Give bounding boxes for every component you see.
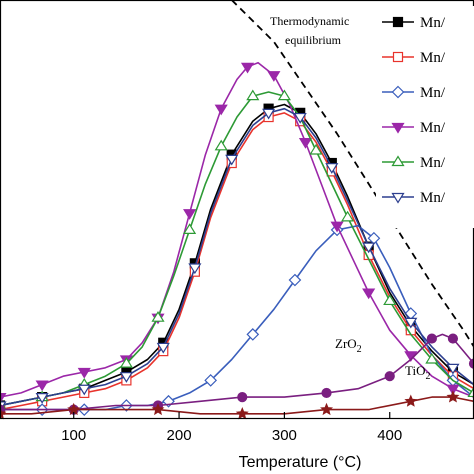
- series-5-point: [119, 372, 133, 383]
- series-7-point: [404, 394, 418, 407]
- plot-area: [0, 0, 474, 420]
- series-6-point: [447, 333, 459, 344]
- legend-label: Mn/: [420, 15, 446, 31]
- annotation-layer: Thermodynamic equilibrium ZrO2 TiO2: [270, 14, 430, 382]
- series-5-point: [225, 154, 239, 166]
- series-7-line: [0, 396, 474, 415]
- legend-marker: [391, 85, 405, 99]
- series-2-point: [204, 374, 218, 387]
- series-2-point: [246, 328, 260, 341]
- series-5-point: [35, 393, 49, 404]
- series-3-point: [214, 104, 228, 116]
- equilibrium-label-line2: equilibrium: [285, 33, 342, 47]
- series-7-point: [151, 402, 165, 416]
- legend-entry: Mn/: [382, 155, 446, 171]
- tio2-label-base: TiO: [405, 363, 425, 378]
- series-5-point: [293, 112, 307, 124]
- series-3-point: [240, 62, 255, 74]
- series-4-point: [277, 89, 291, 101]
- series-5-point: [404, 317, 418, 329]
- series-8-line: [231, 0, 474, 348]
- series-5-point: [446, 363, 460, 375]
- tio2-label-sub: 2: [425, 371, 430, 382]
- series-3-line: [0, 61, 474, 398]
- series-3-point: [298, 138, 313, 149]
- series-4-point: [341, 210, 355, 222]
- series-5-point: [77, 384, 91, 396]
- series-3-point: [362, 288, 376, 300]
- x-tick-label: 200: [167, 427, 192, 444]
- legend-entry: Mn/: [382, 120, 446, 136]
- series-4-point: [309, 143, 323, 155]
- series-4-point: [246, 89, 260, 101]
- series-3-point: [77, 367, 91, 379]
- legend-marker: [391, 155, 405, 167]
- legend-entry: Mn/: [382, 15, 446, 31]
- series-5-point: [362, 242, 376, 254]
- tio2-label: TiO2: [405, 363, 430, 382]
- x-tick-label: 100: [61, 427, 86, 444]
- series-6-point: [321, 387, 332, 399]
- series-7-point: [446, 390, 460, 403]
- x-axis-label: Temperature (°C): [239, 454, 362, 471]
- legend-label: Mn/: [420, 155, 446, 171]
- legend-background: [376, 6, 474, 228]
- legend-label: Mn/: [420, 190, 446, 206]
- series-7-point: [0, 407, 7, 420]
- axes-layer: 100 200 300 400: [0, 0, 474, 444]
- x-tick-label: 400: [377, 427, 402, 444]
- series-3-point: [0, 393, 7, 404]
- legend-marker: [391, 122, 405, 134]
- series-2: [0, 223, 474, 416]
- legend: Mn/Mn/Mn/Mn/Mn/Mn/: [376, 6, 474, 228]
- series-4-point: [151, 311, 165, 322]
- series-3-point: [267, 71, 281, 82]
- zro2-label-sub: 2: [357, 344, 362, 355]
- series-6-point: [426, 333, 437, 344]
- series-4-point: [183, 223, 197, 234]
- legend-marker: [391, 192, 405, 204]
- zro2-label: ZrO2: [335, 336, 362, 355]
- series-7-point: [235, 406, 249, 420]
- legend-marker: [392, 16, 404, 28]
- series-7: [0, 390, 474, 420]
- legend-entry: Mn/: [382, 85, 446, 101]
- legend-marker: [392, 51, 404, 63]
- series-5: [0, 107, 474, 413]
- series-3-point: [330, 221, 344, 233]
- series-6-point: [468, 358, 474, 369]
- legend-label: Mn/: [420, 85, 446, 101]
- series-6-point: [237, 392, 248, 403]
- series-5-point: [325, 163, 339, 174]
- x-tick-label: 300: [272, 427, 297, 444]
- zro2-label-base: ZrO: [335, 336, 357, 351]
- legend-label: Mn/: [420, 50, 446, 66]
- series-4-point: [214, 139, 228, 151]
- series-3-point: [35, 380, 49, 392]
- legend-label: Mn/: [420, 120, 446, 136]
- equilibrium-label-line1: Thermodynamic: [270, 14, 349, 28]
- series-3-point: [446, 384, 460, 396]
- series-2-point: [404, 307, 418, 320]
- series-4-point: [119, 357, 133, 368]
- series-3-point: [183, 209, 197, 220]
- series-4-point: [467, 386, 474, 398]
- series-4-point: [425, 352, 439, 364]
- legend-entry: Mn/: [382, 190, 446, 206]
- series-2-point: [288, 273, 302, 287]
- series-7-point: [320, 402, 334, 416]
- legend-entry: Mn/: [382, 50, 446, 66]
- series-8: [231, 0, 474, 348]
- series-4-line: [0, 91, 474, 407]
- series-5-point: [188, 263, 202, 275]
- series-4: [0, 89, 474, 410]
- series-5-point: [156, 342, 170, 354]
- series-4-point: [383, 294, 397, 306]
- series-6-point: [384, 371, 395, 382]
- series-5-point: [262, 108, 276, 120]
